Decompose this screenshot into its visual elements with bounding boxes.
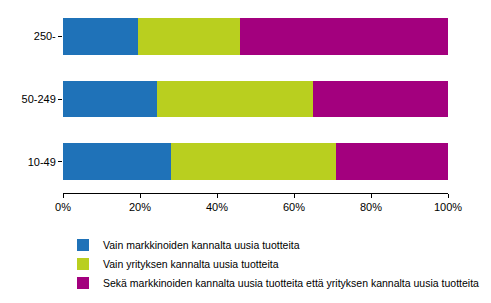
svg-text:Vain yrityksen kannalta uusia: Vain yrityksen kannalta uusia tuotteita — [103, 258, 279, 270]
svg-text:Sekä markkinoiden kannalta uus: Sekä markkinoiden kannalta uusia tuottei… — [103, 277, 479, 289]
svg-text:10-49: 10-49 — [28, 156, 56, 168]
svg-text:20%: 20% — [129, 201, 151, 213]
svg-text:250-: 250- — [34, 30, 56, 42]
svg-text:100%: 100% — [434, 201, 462, 213]
svg-text:50-249: 50-249 — [22, 93, 56, 105]
svg-text:0%: 0% — [55, 201, 71, 213]
svg-text:80%: 80% — [360, 201, 382, 213]
svg-text:40%: 40% — [206, 201, 228, 213]
svg-text:60%: 60% — [283, 201, 305, 213]
svg-text:Vain markkinoiden kannalta uus: Vain markkinoiden kannalta uusia tuottei… — [103, 239, 300, 251]
